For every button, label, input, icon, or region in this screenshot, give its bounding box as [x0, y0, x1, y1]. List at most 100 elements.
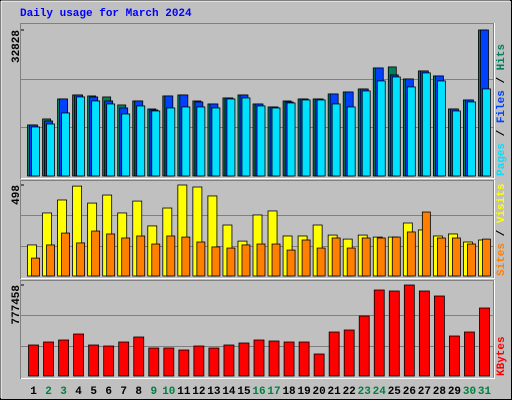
bar [118, 341, 130, 377]
bar [241, 244, 251, 277]
bar [343, 329, 355, 377]
x-tick-label: 7 [120, 386, 127, 398]
bar [31, 126, 40, 177]
bar [436, 237, 446, 277]
bar [391, 76, 401, 177]
bar [482, 238, 491, 277]
bar [226, 247, 236, 277]
bar [76, 242, 86, 277]
bar [436, 80, 446, 177]
bar [211, 246, 221, 277]
bar [373, 289, 385, 377]
bar [346, 247, 356, 277]
x-tick-label: 4 [75, 386, 82, 398]
bar [136, 105, 146, 177]
chart-title: Daily usage for March 2024 [20, 8, 192, 20]
bar [421, 72, 431, 177]
bar [106, 103, 116, 177]
bar [181, 236, 191, 277]
bar [253, 339, 265, 377]
bar [331, 237, 341, 277]
x-tick-label: 24 [373, 386, 387, 398]
bar [286, 102, 296, 177]
bar [479, 307, 490, 377]
legend-entry: Visits [496, 184, 508, 224]
legend: Sites / Visits [496, 184, 508, 276]
x-tick-label: 26 [403, 386, 416, 398]
legend-entry: Sites [496, 243, 508, 276]
x-tick-label: 20 [313, 386, 326, 398]
bar [196, 241, 206, 277]
bar [256, 243, 266, 277]
bar [166, 107, 176, 177]
x-tick-label: 3 [60, 386, 67, 398]
bar [361, 90, 371, 177]
bar [449, 335, 460, 377]
x-tick-label: 9 [150, 386, 157, 398]
bar [106, 233, 116, 277]
bar [88, 344, 100, 377]
x-tick-label: 11 [177, 386, 191, 398]
x-tick-label: 8 [135, 386, 142, 398]
bar [46, 123, 55, 177]
bar [76, 96, 86, 177]
bar [91, 100, 101, 177]
x-tick-label: 12 [192, 386, 205, 398]
bar [316, 247, 326, 277]
bar [271, 107, 281, 177]
bar [241, 97, 251, 177]
bar [196, 106, 206, 177]
bar [28, 344, 39, 377]
bar [91, 230, 101, 277]
bar [268, 340, 280, 377]
bar [376, 237, 386, 277]
x-tick-label: 13 [207, 386, 221, 398]
bar [58, 339, 69, 377]
bar [452, 237, 461, 277]
x-tick-label: 19 [297, 386, 310, 398]
bar [298, 341, 310, 377]
bar [193, 345, 205, 377]
bar [313, 353, 325, 377]
bar [208, 347, 220, 377]
x-tick-label: 15 [237, 386, 251, 398]
bar [464, 331, 475, 377]
legend-separator: / [496, 123, 508, 143]
bar [238, 342, 250, 377]
bar [283, 341, 295, 377]
bar [271, 243, 281, 277]
bar [61, 232, 70, 277]
bar [418, 290, 430, 377]
legend-entry: Files [496, 90, 508, 123]
bar [121, 237, 131, 277]
bar [403, 284, 415, 377]
bar [433, 295, 445, 377]
bar [361, 237, 371, 277]
x-tick-label: 14 [222, 386, 236, 398]
x-tick-label: 27 [418, 386, 431, 398]
bar [181, 106, 191, 177]
bar [358, 315, 370, 377]
bar [286, 249, 296, 277]
bar [148, 347, 160, 377]
bar [467, 101, 476, 177]
x-tick-label: 22 [343, 386, 356, 398]
bar [46, 244, 55, 277]
bar [467, 243, 476, 277]
bar [133, 336, 145, 377]
bar [151, 243, 161, 277]
bar [73, 333, 85, 377]
bar [223, 344, 235, 377]
bar [328, 331, 340, 377]
bar [301, 239, 311, 277]
bar [316, 99, 326, 177]
y-tick-label: 32828 [11, 30, 23, 63]
x-tick-label: 5 [90, 386, 97, 398]
bar [301, 99, 311, 177]
bar [388, 290, 400, 377]
bar [178, 349, 190, 377]
legend-separator: / [496, 223, 508, 243]
x-tick-label: 10 [162, 386, 175, 398]
x-tick-label: 28 [433, 386, 447, 398]
bar [391, 236, 401, 277]
